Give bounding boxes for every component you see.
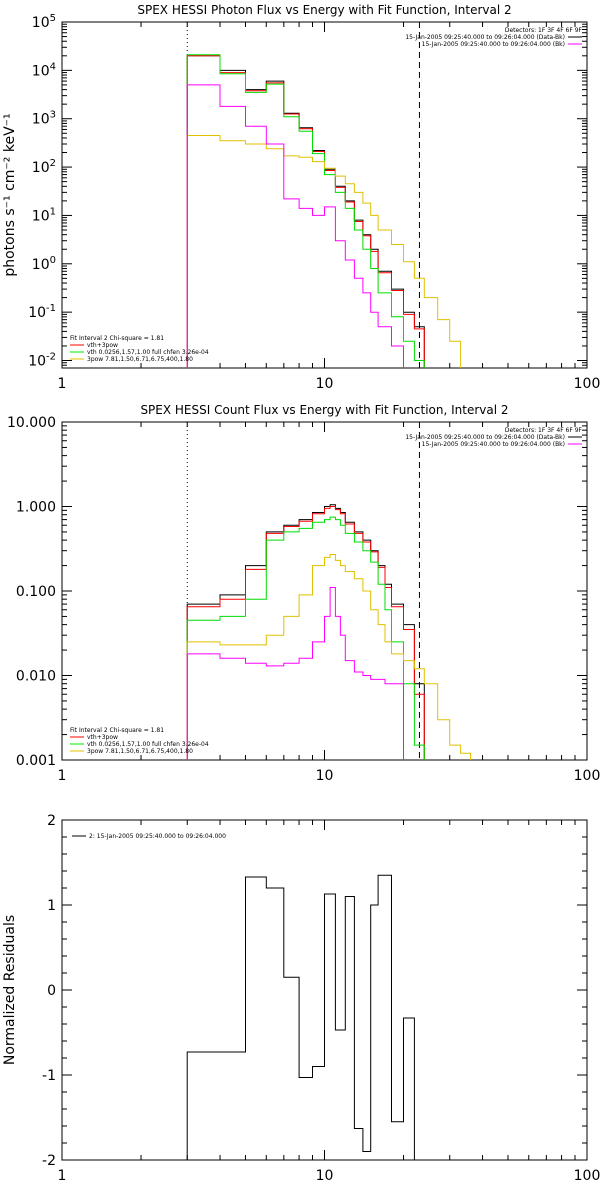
y-tick-label: 102: [32, 158, 56, 176]
series-line: [186, 554, 471, 760]
y-tick-label: -1: [42, 1068, 56, 1084]
legend-title: Detectors: 1F 3F 4F 6F 9F: [505, 427, 583, 434]
y-tick-label: 104: [32, 61, 56, 79]
y-tick-label: 0: [47, 983, 56, 999]
y-tick-label: 10-2: [28, 352, 56, 370]
y-tick-label: 105: [32, 13, 56, 31]
legend-title: Detectors: 1F 3F 4F 6F 9F: [505, 27, 583, 34]
y-tick-label: 10-1: [28, 303, 56, 321]
legend-label: 3pow 7.81,1.50,6.71,6.75,400,1.80: [87, 356, 193, 363]
series-line: [186, 587, 404, 760]
legend-label: 15-Jan-2005 09:25:40.000 to 09:26:04.000…: [405, 34, 565, 41]
residuals-panel: Normalized Residuals 1 10 100 -2 -1 0 1 2 2: 15-…: [2, 813, 600, 1184]
series-line: [186, 84, 404, 368]
legend-label: vth+3pow: [87, 734, 118, 741]
y-axis-label: Normalized Residuals: [2, 915, 18, 1065]
y-tick-label: 0.100: [16, 584, 56, 600]
y-tick-label: 0.001: [16, 753, 56, 769]
series-line: [186, 55, 425, 368]
series-line: [186, 516, 425, 760]
y-tick-label: 1.000: [16, 500, 56, 516]
legend-label: vth 0.0256,1.57,1.00 full chfen 3.26e-04: [87, 741, 209, 748]
y-tick-label: 10.000: [7, 415, 56, 431]
series-line: [186, 55, 425, 368]
x-tick-label: 10: [316, 1168, 334, 1184]
series-line: [186, 504, 425, 760]
x-tick-label: 100: [574, 768, 600, 784]
series-line: [186, 874, 425, 1160]
count-flux-panel: SPEX HESSI Count Flux vs Energy with Fit…: [7, 403, 600, 784]
series-line: [186, 54, 425, 368]
x-tick-label: 100: [574, 1168, 600, 1184]
chart-title: SPEX HESSI Count Flux vs Energy with Fit…: [140, 403, 508, 417]
y-axis-label: photons s⁻¹ cm⁻² keV⁻¹: [2, 113, 18, 276]
x-tick-label: 100: [574, 376, 600, 392]
chart-title: SPEX HESSI Photon Flux vs Energy with Fi…: [137, 3, 511, 17]
legend-label: 3pow 7.81,1.50,6.71,6.75,400,1.80: [87, 748, 193, 755]
y-tick-label: 2: [47, 813, 56, 829]
x-tick-label: 1: [58, 1168, 67, 1184]
x-tick-label: 1: [58, 376, 67, 392]
y-tick-label: 101: [32, 206, 56, 224]
series-line: [186, 135, 462, 368]
plot-frame: [61, 21, 588, 369]
legend-label: vth+3pow: [87, 342, 118, 349]
y-tick-label: 0.010: [16, 669, 56, 685]
y-tick-label: 100: [32, 255, 56, 273]
x-tick-label: 10: [316, 376, 334, 392]
legend-label: 15-Jan-2005 09:25:40.000 to 09:26:04.000…: [422, 441, 565, 448]
legend-label: 2: 15-Jan-2005 09:25:40.000 to 09:26:04.…: [89, 833, 226, 840]
series-line: [186, 506, 425, 760]
plot-frame: [61, 421, 588, 761]
y-tick-label: -2: [42, 1153, 56, 1169]
y-tick-label: 1: [47, 898, 56, 914]
photon-flux-panel: SPEX HESSI Photon Flux vs Energy with Fi…: [2, 3, 600, 392]
legend-label: vth 0.0256,1.57,1.00 full chfen 3.26e-04: [87, 349, 209, 356]
legend-title: Fit Interval 2 Chi-square = 1.81: [70, 335, 164, 342]
x-tick-label: 1: [58, 768, 67, 784]
legend-label: 15-Jan-2005 09:25:40.000 to 09:26:04.000…: [405, 434, 565, 441]
legend-title: Fit Interval 2 Chi-square = 1.81: [70, 727, 164, 734]
legend-label: 15-Jan-2005 09:25:40.000 to 09:26:04.000…: [422, 41, 565, 48]
x-tick-label: 10: [316, 768, 334, 784]
y-tick-label: 103: [32, 110, 56, 128]
